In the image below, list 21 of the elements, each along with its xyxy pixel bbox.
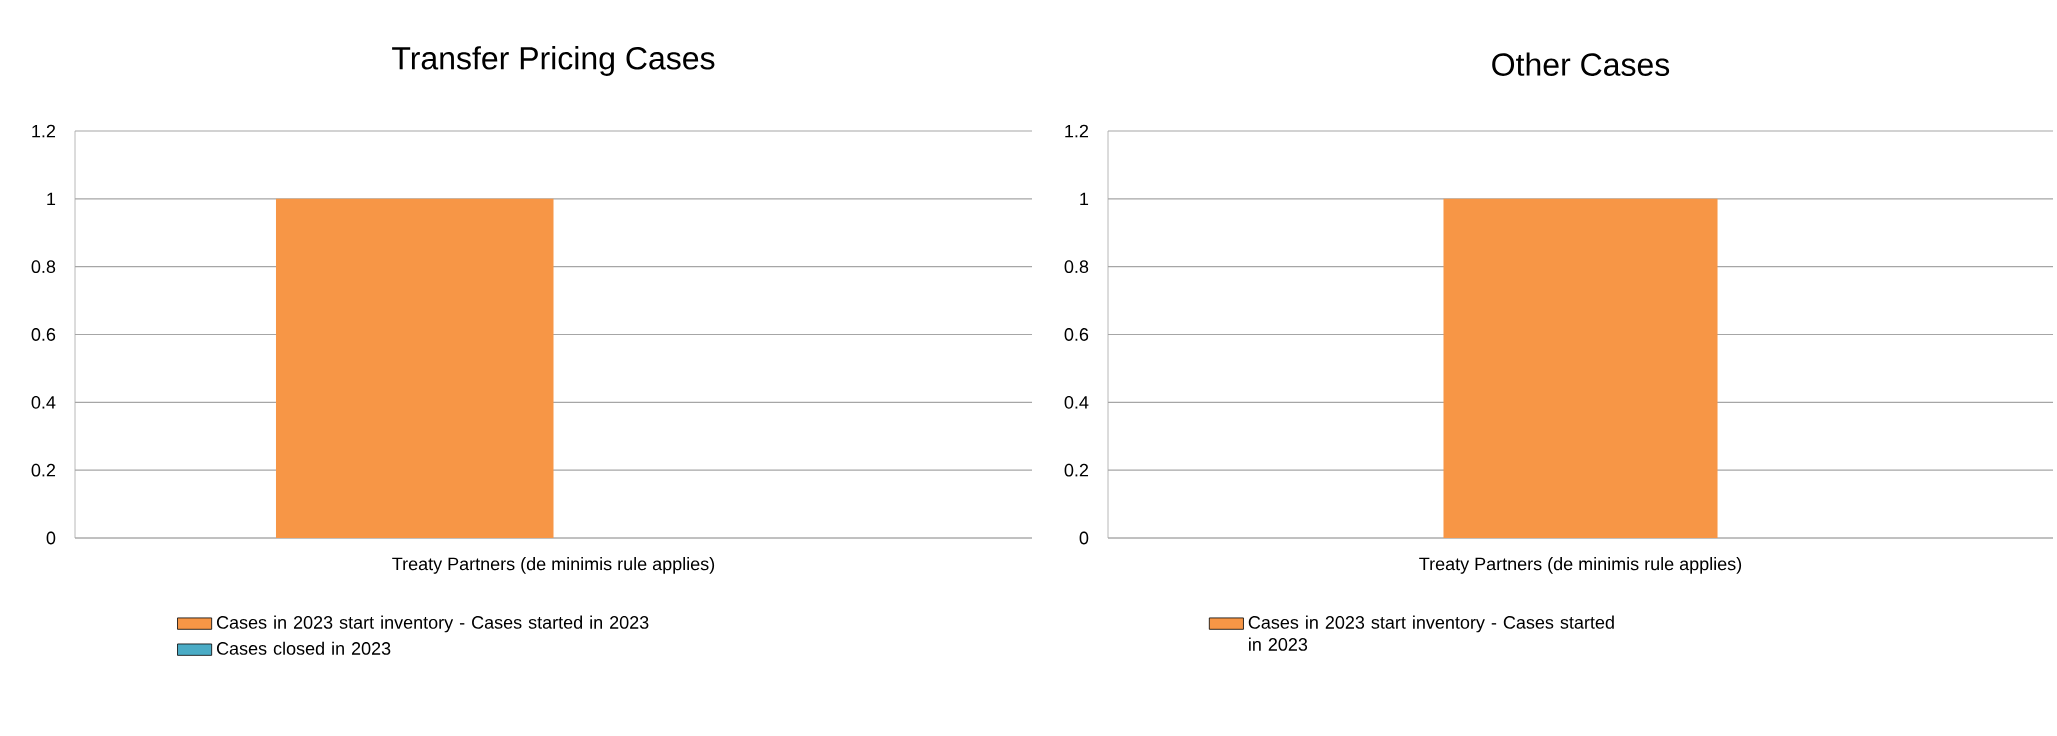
chart-title: Other Cases	[1492, 52, 1670, 76]
y-tick-label: 1	[47, 192, 56, 206]
y-tick-label: 0.4	[1064, 395, 1089, 409]
y-tick-label: 0	[46, 531, 56, 545]
x-tick-label: Treaty Partners (de minimis rule applies)	[392, 557, 715, 574]
y-tick-label: 1.2	[1065, 124, 1089, 138]
y-tick-label: 0	[1079, 531, 1089, 545]
legend-label: Cases in 2023 start inventory - Cases started in 2023	[216, 615, 649, 633]
chart-title: Transfer Pricing Cases	[392, 46, 715, 76]
y-tick-label: 0.8	[31, 260, 56, 274]
y-tick-label: 1	[1080, 192, 1089, 206]
y-tick-label: 0.6	[31, 328, 56, 341]
legend-label: Cases in 2023 start inventory - Cases started in 2023	[1248, 615, 1614, 651]
y-tick-label: 0.2	[31, 463, 56, 477]
y-tick-label: 0.6	[1064, 328, 1089, 341]
y-tick-label: 0.2	[1064, 463, 1089, 477]
legend-label: Cases closed in 2023	[216, 641, 391, 655]
y-tick-label: 0.4	[31, 395, 56, 409]
y-tick-label: 0.8	[1064, 260, 1089, 274]
x-tick-label: Treaty Partners (de minimis rule applies)	[1419, 557, 1742, 574]
y-tick-label: 1.2	[32, 124, 56, 138]
